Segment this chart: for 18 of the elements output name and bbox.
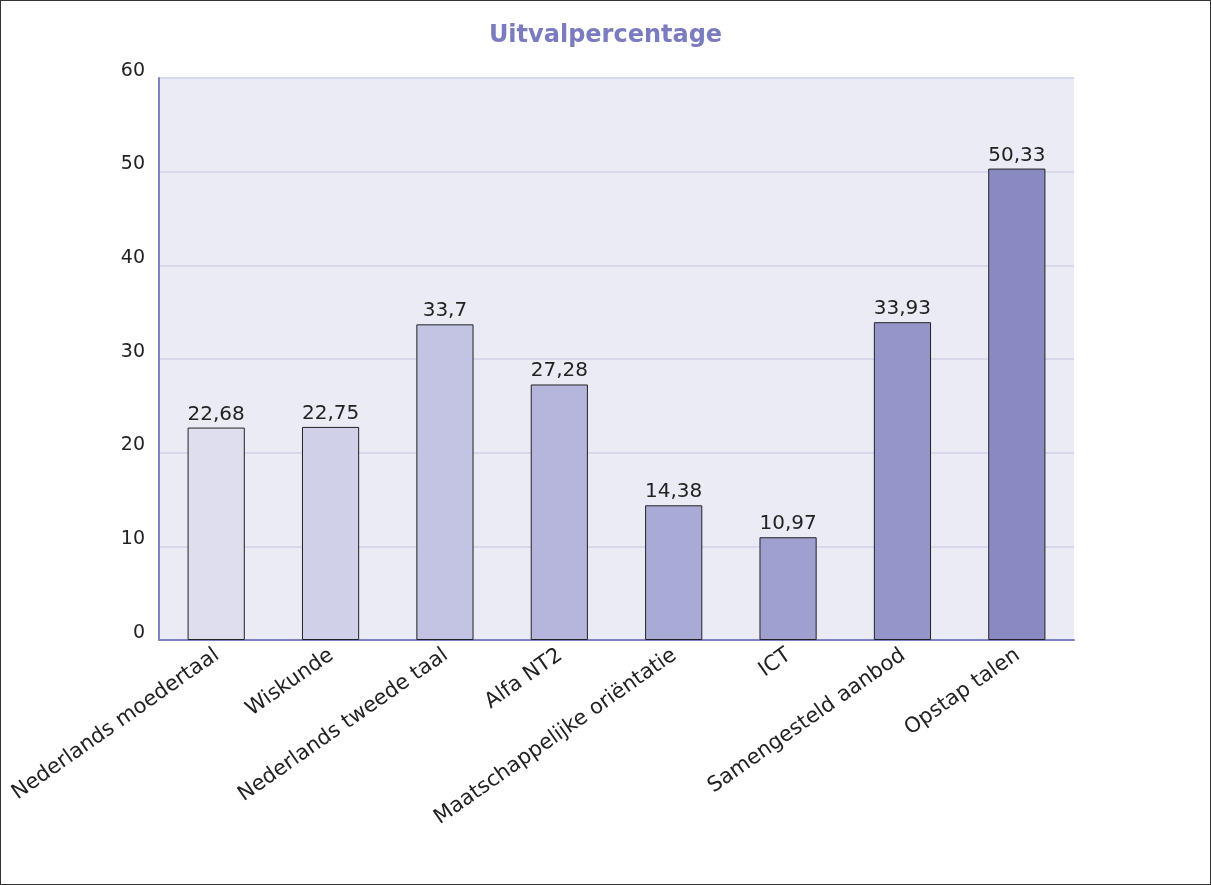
y-tick-label: 30	[120, 338, 145, 361]
y-tick-label: 10	[120, 525, 145, 548]
x-tick-label: ICT	[753, 642, 796, 682]
data-label: 33,93	[873, 295, 932, 320]
data-label: 27,28	[530, 357, 588, 382]
y-tick-label: 0	[132, 619, 145, 642]
y-tick-label: 40	[120, 244, 145, 267]
data-label: 22,68	[187, 400, 245, 425]
data-label: 50,33	[988, 141, 1046, 166]
data-label: 33,7	[422, 297, 468, 322]
data-label: 10,97	[759, 510, 817, 535]
y-tick-label: 50	[120, 151, 145, 174]
data-label: 22,75	[301, 399, 360, 424]
chart-title: Uitvalpercentage	[488, 20, 723, 48]
data-label: 14,38	[645, 478, 703, 503]
x-tick-label: Alfa NT2	[479, 642, 567, 713]
y-tick-label: 60	[120, 57, 145, 80]
y-tick-label: 20	[120, 432, 145, 455]
